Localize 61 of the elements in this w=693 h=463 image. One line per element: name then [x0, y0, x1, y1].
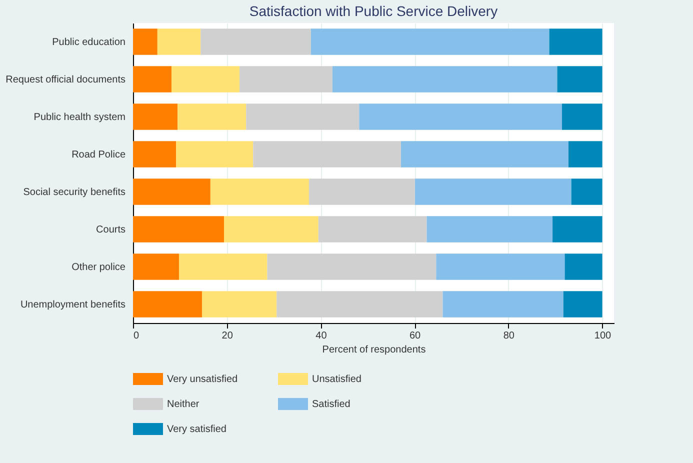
- bar: [246, 104, 360, 130]
- bar: [552, 216, 602, 242]
- x-tick-label: 20: [222, 330, 234, 342]
- bar: [157, 28, 201, 55]
- bar: [133, 66, 172, 92]
- bar: [400, 141, 568, 168]
- bar: [318, 216, 427, 242]
- y-tick-label: Road Police: [72, 149, 126, 160]
- bar: [133, 254, 179, 280]
- bar: [133, 216, 224, 242]
- bar: [563, 291, 602, 318]
- x-tick-label: 60: [410, 330, 422, 342]
- bar: [224, 216, 318, 242]
- bar: [562, 104, 602, 130]
- bar: [359, 104, 562, 130]
- bar: [442, 291, 564, 318]
- bar: [436, 254, 565, 280]
- bar: [133, 104, 178, 130]
- bar: [568, 141, 602, 168]
- bar: [202, 291, 277, 318]
- bar: [133, 141, 176, 168]
- bar: [267, 254, 436, 280]
- legend-label: Unsatisfied: [312, 374, 362, 385]
- bar: [564, 254, 602, 280]
- legend-label: Very satisfied: [167, 424, 226, 435]
- x-tick-label: 0: [134, 330, 140, 342]
- legend-label: Neither: [167, 399, 200, 410]
- chart-title: Satisfaction with Public Service Delivery: [249, 3, 498, 19]
- bar: [332, 66, 558, 92]
- bar: [426, 216, 553, 242]
- y-tick-label: Other police: [72, 262, 126, 273]
- bar: [133, 291, 202, 318]
- y-tick-label: Public education: [52, 36, 126, 48]
- bar: [171, 66, 240, 92]
- bar: [571, 178, 602, 205]
- y-tick-label: Public health system: [34, 112, 126, 123]
- bar: [276, 291, 443, 318]
- bar: [133, 28, 158, 55]
- bar: [133, 178, 210, 205]
- x-tick-label: 40: [316, 330, 328, 342]
- y-tick-label: Social security benefits: [23, 186, 126, 198]
- x-axis-title: Percent of respondents: [322, 344, 426, 356]
- bar: [178, 104, 246, 130]
- y-tick-label: Unemployment benefits: [20, 299, 126, 310]
- legend-label: Very unsatisfied: [167, 374, 238, 385]
- x-tick-label: 100: [594, 330, 612, 342]
- x-tick-label: 80: [503, 330, 515, 342]
- bar: [310, 28, 550, 55]
- bar: [200, 28, 311, 55]
- bar: [308, 178, 416, 205]
- bar: [415, 178, 572, 205]
- bar: [210, 178, 309, 205]
- legend-label: Satisfied: [312, 399, 350, 410]
- bar: [549, 28, 602, 55]
- bar: [253, 141, 401, 168]
- y-tick-label: Courts: [96, 224, 126, 236]
- bar: [176, 141, 254, 168]
- bar: [178, 254, 268, 280]
- y-tick-label: Request official documents: [6, 74, 126, 86]
- bar: [240, 66, 332, 92]
- bar: [557, 66, 602, 92]
